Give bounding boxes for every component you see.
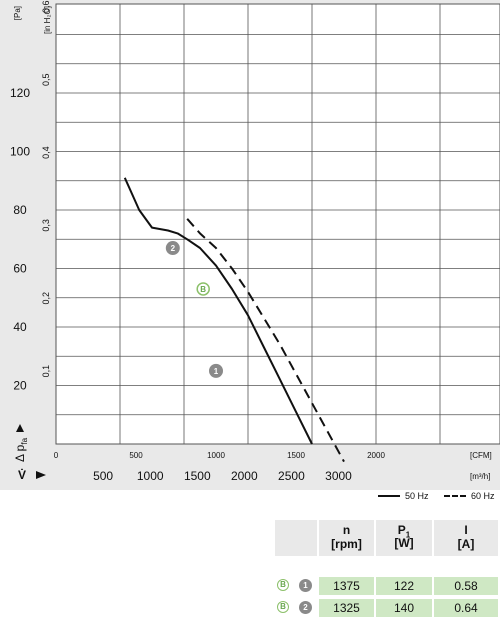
y-inh2o-tick-0: 0,1 bbox=[41, 365, 51, 378]
y-pa-tick-60: 60 bbox=[13, 262, 27, 276]
x-cfm-unit: [CFM] bbox=[470, 451, 492, 460]
header-a-unit: [A] bbox=[457, 537, 475, 551]
header-rpm-unit: [rpm] bbox=[331, 537, 362, 551]
row1-point-badge: 1 bbox=[299, 579, 312, 592]
x-axis-arrow bbox=[36, 471, 46, 479]
y-inh2o-tick-2: 0,3 bbox=[41, 219, 51, 232]
marker-point-1-circle bbox=[209, 363, 223, 378]
header-w-unit: [W] bbox=[394, 536, 414, 551]
y-inh2o-tick-5: 0,6 bbox=[41, 1, 51, 14]
header-p: P1 bbox=[376, 523, 432, 539]
table-header-blank bbox=[275, 520, 317, 556]
legend-60hz: 60 Hz bbox=[444, 491, 495, 501]
header-i: I bbox=[464, 523, 468, 537]
curve-markers: 2 B 1 bbox=[165, 241, 223, 378]
y-axis-label: Δ pfa bbox=[13, 437, 29, 462]
x-m3h-tick-1000: 1000 bbox=[137, 469, 164, 483]
legend-dashed-line bbox=[444, 495, 466, 497]
y-label-main: Δ p bbox=[13, 444, 27, 462]
marker-point-1-label: 1 bbox=[214, 367, 219, 376]
x-m3h-unit: [m³/h] bbox=[470, 472, 490, 481]
header-n: n bbox=[342, 523, 351, 537]
marker-point-2-label: 2 bbox=[171, 244, 176, 253]
marker-point-2-circle bbox=[165, 241, 180, 256]
row1-curve-badge: B bbox=[277, 579, 289, 591]
row1-current: 0.58 bbox=[434, 577, 498, 595]
header-p-main: P bbox=[397, 523, 406, 537]
plot-area bbox=[56, 4, 500, 444]
legend-50hz: 50 Hz bbox=[378, 491, 429, 501]
y-label-sub: fa bbox=[20, 437, 29, 444]
marker-curve-B-label: B bbox=[200, 285, 206, 294]
row2-rpm: 1325 bbox=[319, 599, 374, 617]
svg-text:Δ pfa: Δ pfa bbox=[13, 437, 29, 462]
y-axis-arrow bbox=[16, 424, 24, 432]
series-0-line bbox=[123, 177, 313, 445]
marker-curve-B-circle bbox=[196, 282, 210, 296]
y-inh2o-unit: [in H₂O] bbox=[43, 6, 52, 34]
table-header-current: I [A] bbox=[434, 520, 498, 556]
x-cfm-tick-1000: 1000 bbox=[207, 451, 225, 460]
y-pa-tick-120: 120 bbox=[10, 86, 30, 100]
legend-60hz-label: 60 Hz bbox=[471, 491, 495, 501]
x-cfm-tick-500: 500 bbox=[129, 451, 143, 460]
x-m3h-tick-500: 500 bbox=[93, 469, 113, 483]
y-inh2o-tick-3: 0,4 bbox=[41, 146, 51, 159]
x-axis-label: V̇ bbox=[18, 467, 26, 482]
y-inh2o-tick-4: 0,5 bbox=[41, 73, 51, 86]
legend-solid-line bbox=[378, 495, 400, 497]
row1-rpm: 1375 bbox=[319, 577, 374, 595]
series-1-line bbox=[186, 218, 345, 463]
row2-point-badge: 2 bbox=[299, 601, 312, 614]
x-m3h-tick-1500: 1500 bbox=[184, 469, 211, 483]
x-cfm-tick-2000: 2000 bbox=[367, 451, 385, 460]
x-cfm-tick-1500: 1500 bbox=[287, 451, 305, 460]
x-m3h-tick-2000: 2000 bbox=[231, 469, 258, 483]
y-inh2o-tick-1: 0,2 bbox=[41, 292, 51, 305]
y-pa-tick-80: 80 bbox=[13, 203, 27, 217]
legend-50hz-label: 50 Hz bbox=[405, 491, 429, 501]
table-header-rpm: n [rpm] bbox=[319, 520, 374, 556]
tick-labels: 20 40 60 80 100 120 0,1 0,2 0,3 0,4 0,5 0,6 0 500 1000… bbox=[10, 1, 385, 483]
x-m3h-tick-3000: 3000 bbox=[325, 469, 352, 483]
row2-power: 140 bbox=[376, 599, 432, 617]
y-pa-tick-20: 20 bbox=[13, 379, 27, 393]
y-pa-tick-100: 100 bbox=[10, 145, 30, 159]
x-m3h-tick-2500: 2500 bbox=[278, 469, 305, 483]
performance-chart: 2 B 1 20 40 60 80 100 120 0,1 0,2 0,3 0,4 0,5 0,6 0 500… bbox=[0, 0, 500, 490]
row1-power: 122 bbox=[376, 577, 432, 595]
y-pa-unit: [Pa] bbox=[13, 6, 22, 20]
y-pa-tick-40: 40 bbox=[13, 320, 27, 334]
grid-lines bbox=[55, 3, 500, 445]
curves bbox=[123, 177, 345, 463]
header-p-sub: 1 bbox=[405, 530, 411, 540]
plot-frame bbox=[55, 3, 500, 445]
row2-curve-badge: B bbox=[277, 601, 289, 613]
row2-current: 0.64 bbox=[434, 599, 498, 617]
x-cfm-tick-0: 0 bbox=[54, 451, 59, 460]
table-header-power: P1 [W] bbox=[376, 520, 432, 556]
